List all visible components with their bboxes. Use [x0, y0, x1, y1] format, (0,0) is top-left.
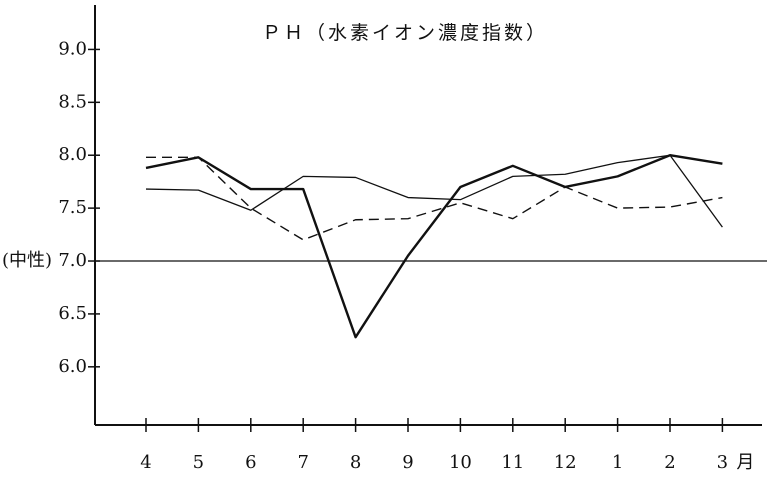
x-tick-label: 3	[717, 452, 728, 473]
y-tick-label: 7.0	[58, 250, 87, 271]
series-line	[145, 154, 723, 339]
x-tick-label: 10	[449, 452, 472, 473]
x-tick-label: 1	[612, 452, 623, 473]
x-tick-label: 6	[245, 452, 256, 473]
y-tick-label: 8.5	[58, 91, 87, 112]
annotation: (中性)	[2, 250, 52, 271]
x-tick-label: 9	[402, 452, 413, 473]
x-axis-label: 月	[736, 452, 754, 473]
x-tick-label: 8	[350, 452, 361, 473]
x-tick-label: 2	[664, 452, 675, 473]
y-tick-label: 7.5	[58, 197, 87, 218]
y-tick-label: 8.0	[58, 144, 87, 165]
y-tick-label: 6.5	[58, 303, 87, 324]
x-tick-label: 5	[193, 452, 204, 473]
chart-title: ＰＨ（水素イオン濃度指数）	[262, 22, 548, 44]
x-tick-label: 11	[501, 452, 524, 473]
x-tick-label: 7	[297, 452, 308, 473]
x-tick-label: 4	[140, 452, 151, 473]
series-line	[146, 156, 723, 241]
x-tick-label: 12	[554, 452, 577, 473]
y-tick-label: 6.0	[58, 356, 87, 377]
y-tick-label: 9.0	[58, 38, 87, 59]
series-line	[145, 154, 723, 228]
